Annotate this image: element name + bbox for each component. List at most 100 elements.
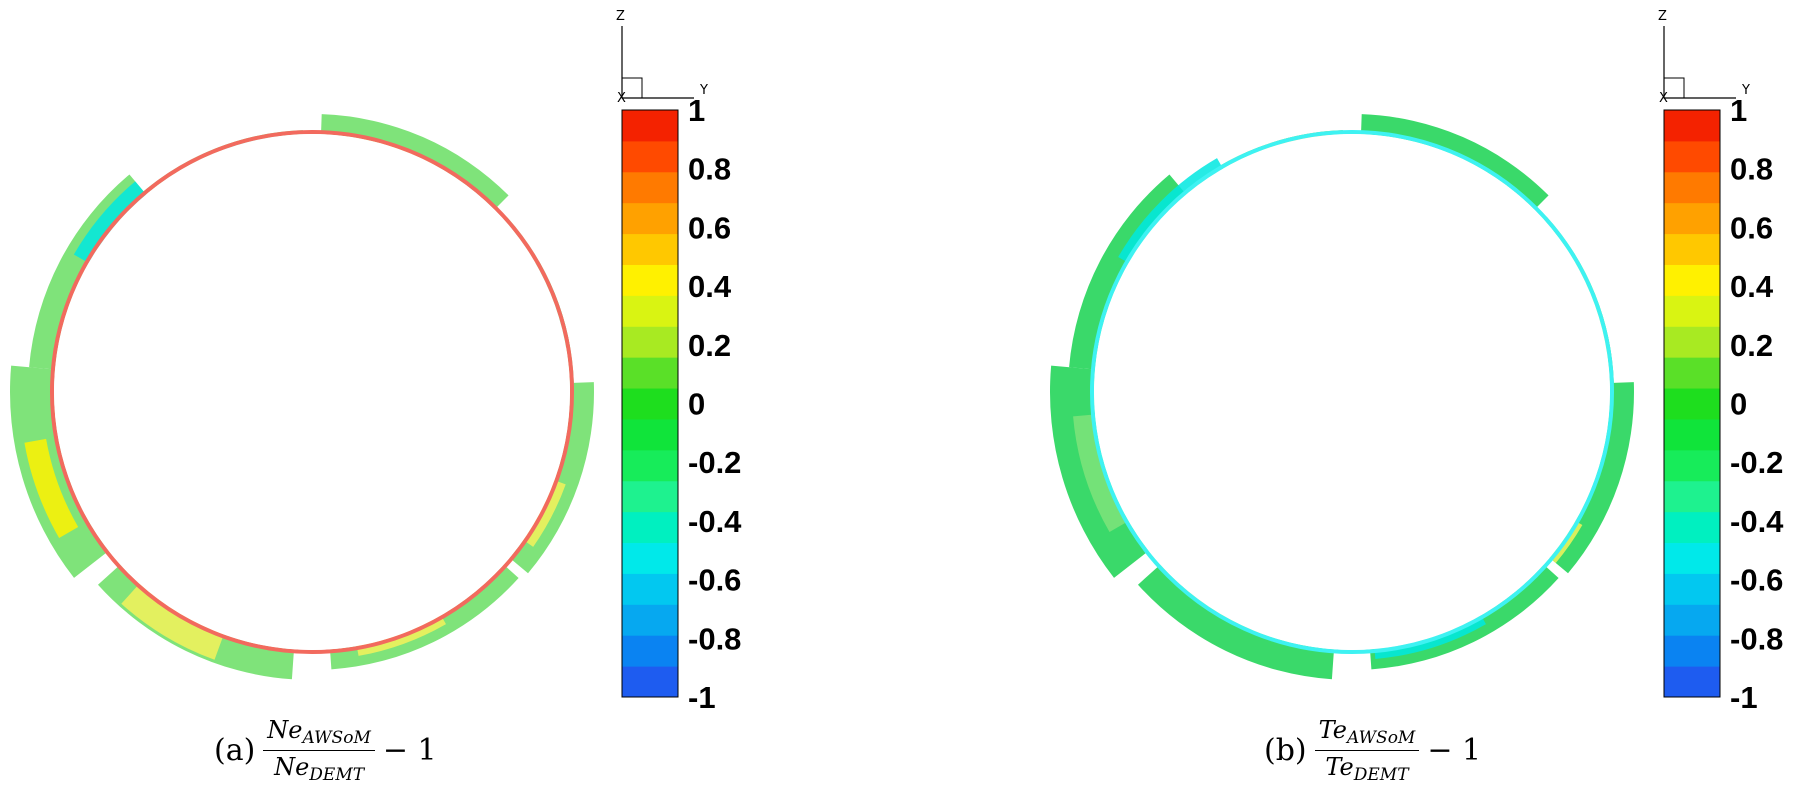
colorbar-band [622, 449, 678, 482]
colorbar-tick-label: 0.4 [688, 269, 732, 304]
panel-a-caption: (a) NeAWSoM NeDEMT − 1 [214, 716, 437, 785]
inner-disk [1094, 134, 1610, 650]
ring-patch [1073, 414, 1127, 532]
colorbar-tick-label: 0.4 [1730, 269, 1774, 304]
colorbar-band [622, 511, 678, 544]
colorbar-tick-label: -0.4 [688, 504, 742, 539]
y-label: Y [699, 83, 708, 98]
colorbar-band [1664, 635, 1720, 667]
ring-patch [24, 438, 79, 538]
colorbar-band [622, 140, 678, 173]
panel-a-den-symbol: Ne [274, 753, 310, 781]
colorbar-tick-label: 0.2 [688, 328, 731, 363]
colorbar-band [622, 264, 678, 296]
x-label: X [617, 91, 626, 106]
panel-b-den-sub: DEMT [1353, 765, 1409, 785]
ring-sector [1549, 382, 1634, 574]
panel-b-suffix: − 1 [1427, 733, 1482, 768]
colorbar-band [622, 202, 678, 235]
colorbar-frame [621, 109, 679, 698]
colorbar-band [622, 480, 678, 513]
colorbar-band [622, 542, 678, 574]
colorbar-tick-label: -1 [688, 680, 716, 715]
panel-a-plot: 1 0.8 0.6 0.4 0.2 0 -0.2 -0.4 -0.6 -0.8 -1 Z Y X [9, 9, 742, 715]
panel-b-fraction: TeAWSoM TeDEMT [1314, 716, 1420, 785]
panel-a-num-sub: AWSoM [302, 728, 371, 748]
triad-box [621, 77, 643, 99]
colorbar-band [1664, 542, 1720, 574]
colorbar-tick-label: -1 [1730, 680, 1758, 715]
ring-map [1050, 114, 1634, 680]
colorbar-band [1664, 326, 1720, 358]
panel-a-numerator: NeAWSoM [263, 716, 375, 751]
panel-b-num-sub: AWSoM [1346, 728, 1416, 748]
triad-box [1663, 77, 1685, 99]
panel-b-num-symbol: Te [1318, 716, 1347, 744]
x-label: X [1659, 91, 1668, 106]
panel-b: 1 0.8 0.6 0.4 0.2 0 -0.2 -0.4 -0.6 -0.8 -1 Z Y X (b) … [1040, 0, 1800, 793]
panel-b-label: (b) [1264, 733, 1307, 768]
panel-a-denominator: NeDEMT [270, 751, 368, 785]
colorbar: 1 0.8 0.6 0.4 0.2 0 -0.2 -0.4 -0.6 -0.8 -1 [1663, 93, 1784, 715]
inner-rim [50, 130, 574, 654]
inner-disk [54, 134, 570, 650]
ring-sector [29, 174, 147, 370]
colorbar-band [622, 295, 678, 327]
panel-a-suffix: − 1 [382, 733, 437, 768]
colorbar-band [622, 635, 678, 667]
inner-rim [1090, 130, 1614, 654]
panel-a-fraction: NeAWSoM NeDEMT [263, 716, 375, 785]
colorbar-band [622, 604, 678, 636]
colorbar-band [1664, 140, 1720, 173]
colorbar-band [1664, 110, 1720, 142]
ring-sector [509, 382, 594, 574]
colorbar-band [1664, 264, 1720, 296]
colorbar-band [622, 388, 678, 420]
colorbar-band [1664, 573, 1720, 605]
colorbar-tick-label: -0.4 [1730, 504, 1784, 539]
colorbar-band [622, 110, 678, 142]
ring-map [9, 114, 594, 680]
colorbar-tick-label: -0.8 [688, 621, 741, 656]
colorbar-band [1664, 295, 1720, 327]
colorbar-band [622, 418, 678, 451]
panel-a: 1 0.8 0.6 0.4 0.2 0 -0.2 -0.4 -0.6 -0.8 -1 Z Y X (a) … [9, 9, 742, 785]
axis-triad: Z Y X [616, 9, 708, 106]
panel-a-den-sub: DEMT [309, 765, 365, 785]
colorbar-tick-label: -0.6 [1730, 563, 1783, 598]
colorbar-tick-label: 0 [688, 387, 705, 422]
colorbar-tick-label: -0.2 [688, 445, 741, 480]
colorbar-tick-label: 0 [1730, 387, 1747, 422]
colorbar-band [1664, 449, 1720, 482]
y-label: Y [1741, 83, 1750, 98]
colorbar-band [622, 171, 678, 204]
colorbar-tick-label: 0.6 [1730, 210, 1773, 245]
colorbar-band [1664, 357, 1720, 389]
colorbar-band [1664, 171, 1720, 204]
panel-b-plot: 1 0.8 0.6 0.4 0.2 0 -0.2 -0.4 -0.6 -0.8 -1 Z Y X [1050, 9, 1784, 715]
colorbar-band [622, 357, 678, 389]
colorbar-band [1664, 388, 1720, 420]
colorbar-band [622, 666, 678, 698]
colorbar-band [1664, 418, 1720, 451]
colorbar-band [1664, 480, 1720, 513]
colorbar-band [622, 233, 678, 265]
colorbar-tick-label: 1 [1730, 93, 1747, 128]
colorbar-band [622, 326, 678, 358]
axis-triad: Z Y X [1658, 9, 1750, 106]
colorbar-band [1664, 511, 1720, 544]
z-label: Z [616, 9, 625, 24]
colorbar-tick-label: 0.6 [688, 210, 731, 245]
colorbar-tick-label: 0.8 [688, 152, 731, 187]
panel-a-label: (a) [214, 733, 256, 768]
panel-b-denominator: TeDEMT [1321, 751, 1412, 785]
panel-a-num-symbol: Ne [267, 716, 303, 744]
colorbar-tick-label: 0.8 [1730, 152, 1773, 187]
colorbar-band [1664, 202, 1720, 235]
ring-patch [121, 577, 227, 660]
colorbar-tick-label: -0.8 [1730, 621, 1783, 656]
colorbar: 1 0.8 0.6 0.4 0.2 0 -0.2 -0.4 -0.6 -0.8 -1 [621, 93, 742, 715]
ring-sector [1069, 174, 1187, 370]
panel-b-den-symbol: Te [1325, 753, 1354, 781]
colorbar-tick-label: 1 [688, 93, 705, 128]
